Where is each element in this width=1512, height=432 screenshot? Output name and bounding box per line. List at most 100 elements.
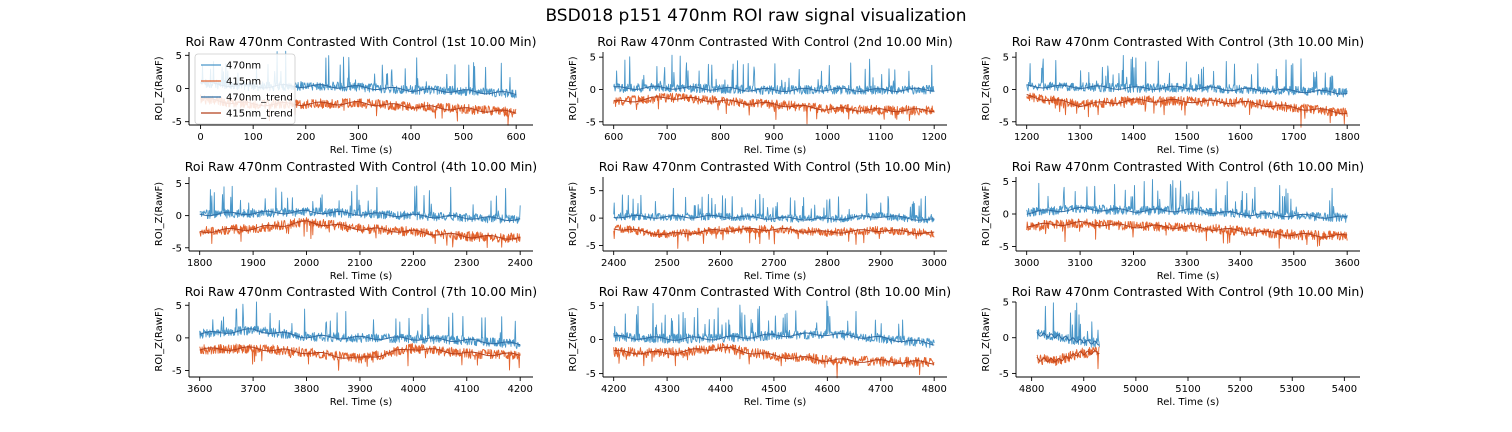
x-axis-label: Rel. Time (s) — [744, 145, 807, 156]
x-tick-label: 4500 — [761, 384, 786, 395]
x-tick-label: 3000 — [1014, 258, 1039, 269]
y-tick-label: -5 — [172, 366, 182, 377]
x-tick-label: 3400 — [1228, 258, 1253, 269]
series-470nm — [1026, 54, 1348, 98]
x-tick-label: 3600 — [187, 384, 212, 395]
legend: 470nm 415nm 470nm_trend 415nm_trend — [194, 53, 296, 125]
x-tick-label: 2100 — [347, 258, 372, 269]
subplot-4: Roi Raw 470nm Contrasted With Control (4… — [154, 159, 537, 282]
x-tick-label: 4200 — [507, 384, 532, 395]
x-axis-label: Rel. Time (s) — [330, 145, 393, 156]
x-tick-label: 200 — [296, 132, 315, 143]
y-tick-label: 0 — [1003, 333, 1009, 344]
subplot-3: Roi Raw 470nm Contrasted With Control (3… — [981, 34, 1364, 156]
y-tick-label: 5 — [1003, 298, 1009, 309]
legend-label: 415nm_trend — [226, 109, 293, 120]
x-tick-label: 0 — [197, 132, 203, 143]
y-tick-label: 0 — [590, 85, 596, 96]
x-tick-label: 600 — [604, 132, 623, 143]
subplot-8: Roi Raw 470nm Contrasted With Control (8… — [568, 284, 951, 408]
x-tick-label: 4600 — [815, 384, 840, 395]
y-axis-label: ROI_Z(RawF) — [981, 182, 992, 246]
x-tick-label: 3900 — [347, 384, 372, 395]
x-tick-label: 1600 — [1228, 132, 1253, 143]
series-415nm — [613, 92, 935, 125]
x-axis-label: Rel. Time (s) — [1157, 271, 1220, 282]
x-tick-label: 2400 — [507, 258, 532, 269]
series-415nm — [199, 343, 521, 371]
y-tick-label: -5 — [586, 369, 596, 380]
x-tick-label: 2200 — [401, 258, 426, 269]
y-tick-label: 5 — [590, 186, 596, 197]
x-tick-label: 2400 — [601, 258, 626, 269]
series-415nm-trend — [1036, 350, 1100, 363]
legend-frame — [194, 53, 296, 125]
x-tick-label: 3000 — [921, 258, 946, 269]
series-415nm — [1026, 92, 1348, 128]
subplot-2: Roi Raw 470nm Contrasted With Control (2… — [568, 34, 953, 156]
legend-label: 415nm — [226, 77, 261, 88]
x-tick-label: 3600 — [1334, 258, 1359, 269]
y-axis-label: ROI_Z(RawF) — [981, 56, 992, 120]
x-tick-label: 1100 — [868, 132, 893, 143]
x-tick-label: 3200 — [1121, 258, 1146, 269]
series-470nm — [1036, 302, 1100, 348]
x-tick-label: 1200 — [1014, 132, 1039, 143]
x-tick-label: 3100 — [1067, 258, 1092, 269]
y-tick-label: 0 — [1003, 210, 1009, 221]
x-tick-label: 600 — [507, 132, 526, 143]
x-tick-label: 2700 — [761, 258, 786, 269]
y-tick-label: 5 — [1003, 53, 1009, 64]
x-tick-label: 1700 — [1281, 132, 1306, 143]
subplot-title: Roi Raw 470nm Contrasted With Control (8… — [599, 284, 951, 299]
x-tick-label: 5100 — [1175, 384, 1200, 395]
subplot-title: Roi Raw 470nm Contrasted With Control (4… — [185, 159, 537, 174]
y-tick-label: -5 — [999, 369, 1009, 380]
x-axis-label: Rel. Time (s) — [330, 397, 393, 408]
series-415nm — [199, 217, 521, 248]
series-415nm-trend — [1026, 94, 1348, 115]
series-470nm-trend — [613, 214, 935, 221]
figure-title: BSD018 p151 470nm ROI raw signal visuali… — [545, 6, 967, 26]
y-tick-label: 0 — [176, 333, 182, 344]
x-tick-label: 2600 — [708, 258, 733, 269]
y-tick-label: 5 — [590, 301, 596, 312]
x-axis-label: Rel. Time (s) — [744, 271, 807, 282]
series-470nm-trend — [1026, 84, 1348, 95]
x-tick-label: 4000 — [401, 384, 426, 395]
y-tick-label: -5 — [999, 242, 1009, 253]
x-tick-label: 1500 — [1174, 132, 1199, 143]
x-tick-label: 2800 — [815, 258, 840, 269]
subplot-title: Roi Raw 470nm Contrasted With Control (1… — [186, 34, 537, 49]
x-tick-label: 4200 — [601, 384, 626, 395]
series-415nm-trend — [613, 227, 935, 236]
x-tick-label: 4300 — [654, 384, 679, 395]
y-axis-label: ROI_Z(RawF) — [568, 307, 579, 371]
y-tick-label: 0 — [1003, 85, 1009, 96]
subplot-title: Roi Raw 470nm Contrasted With Control (6… — [1012, 159, 1364, 174]
series-415nm — [613, 224, 935, 249]
x-tick-label: 3300 — [1174, 258, 1199, 269]
series-470nm-trend — [199, 328, 521, 346]
x-tick-label: 1900 — [240, 258, 265, 269]
series-415nm — [1026, 218, 1348, 249]
x-tick-label: 5400 — [1332, 384, 1357, 395]
subplot-7: Roi Raw 470nm Contrasted With Control (7… — [154, 284, 537, 408]
y-tick-label: -5 — [586, 241, 596, 252]
x-tick-label: 300 — [349, 132, 368, 143]
x-tick-label: 4700 — [868, 384, 893, 395]
x-tick-label: 100 — [244, 132, 263, 143]
y-axis-label: ROI_Z(RawF) — [568, 182, 579, 246]
y-tick-label: 5 — [176, 179, 182, 190]
y-tick-label: -5 — [586, 117, 596, 128]
x-tick-label: 5200 — [1227, 384, 1252, 395]
x-tick-label: 1800 — [187, 258, 212, 269]
x-tick-label: 4400 — [708, 384, 733, 395]
y-axis-label: ROI_Z(RawF) — [154, 56, 165, 120]
x-tick-label: 1300 — [1067, 132, 1092, 143]
x-axis-label: Rel. Time (s) — [330, 271, 393, 282]
subplot-5: Roi Raw 470nm Contrasted With Control (5… — [568, 159, 951, 282]
y-tick-label: 0 — [176, 84, 182, 95]
x-tick-label: 2300 — [454, 258, 479, 269]
